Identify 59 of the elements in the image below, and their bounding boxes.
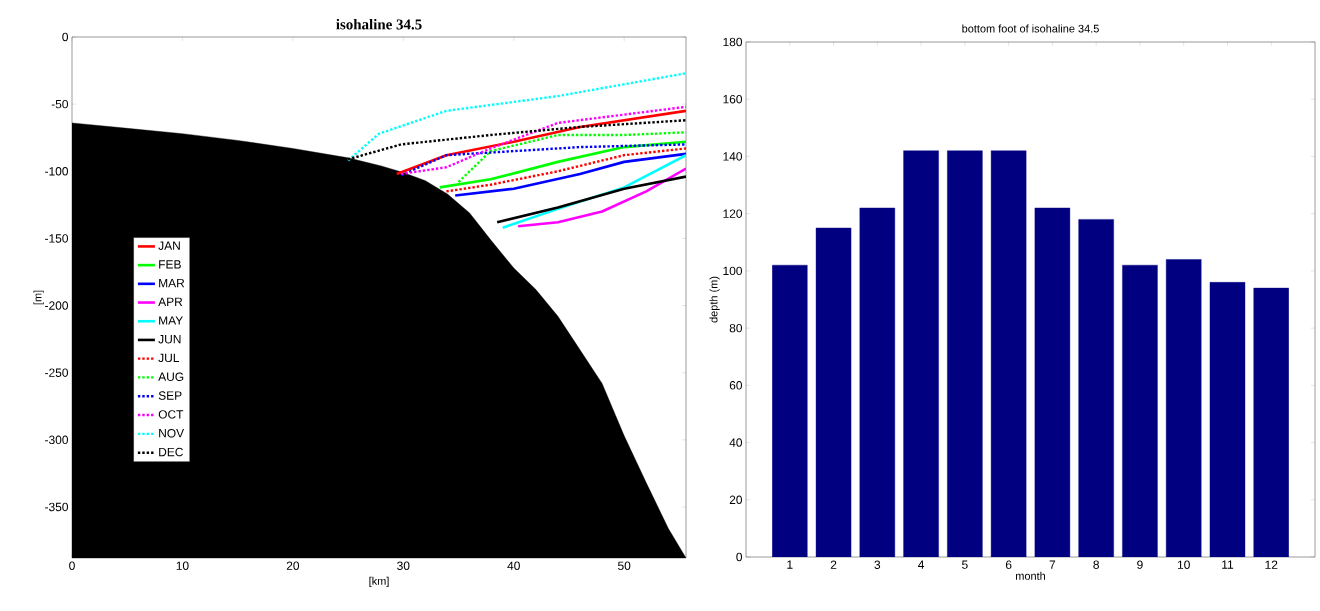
legend-label: MAY — [159, 316, 183, 325]
line-series — [453, 152, 687, 197]
y-tick-label: -300 — [45, 435, 69, 445]
legend-label: APR — [158, 297, 183, 306]
x-tick-label: 20 — [286, 561, 300, 570]
x-axis-title: [km] — [369, 576, 389, 588]
y-tick-label: -350 — [45, 502, 69, 512]
legend-label: MAR — [159, 278, 185, 288]
x-axis-title: month — [1016, 571, 1046, 580]
line-series — [399, 143, 687, 177]
y-tick-label: 60 — [729, 381, 743, 390]
legend-label: SEP — [158, 391, 182, 400]
line-series — [346, 72, 687, 162]
x-tick-label: 8 — [1093, 560, 1099, 569]
legend-label: NOV — [159, 428, 185, 438]
x-tick-label: 6 — [1005, 560, 1012, 569]
legend-label: JUN — [158, 335, 181, 344]
x-tick-label: 11 — [1222, 560, 1234, 569]
chart-title: isohaline 34.5 — [336, 18, 422, 30]
legend-label: FEB — [159, 260, 181, 269]
y-tick-label: 80 — [729, 323, 743, 333]
y-tick-label: -50 — [51, 99, 69, 109]
legend-label: AUG — [158, 372, 184, 381]
y-tick-label: 20 — [729, 495, 743, 504]
x-tick-label: 40 — [507, 561, 520, 570]
y-tick-label: 40 — [729, 438, 743, 447]
y-tick-label: -150 — [45, 234, 69, 243]
x-tick-label: 12 — [1265, 560, 1278, 569]
y-tick-label: -100 — [45, 167, 69, 176]
y-tick-label: 0 — [62, 32, 69, 42]
x-tick-label: 2 — [830, 560, 837, 569]
line-series — [516, 167, 687, 228]
x-tick-label: 0 — [69, 561, 75, 570]
chart-title: bottom foot of isohaline 34.5 — [962, 24, 1099, 33]
y-tick-label: 0 — [736, 552, 743, 562]
y-tick-label: -250 — [45, 368, 69, 377]
y-tick-label: 120 — [723, 209, 743, 218]
legend-label: JAN — [158, 241, 180, 250]
x-tick-label: 1 — [787, 560, 793, 569]
y-axis-title: [m] — [33, 290, 44, 305]
y-tick-label: 160 — [723, 94, 743, 104]
x-tick-label: 3 — [874, 560, 881, 569]
x-tick-label: 9 — [1137, 560, 1143, 569]
line-series — [445, 147, 687, 193]
x-tick-label: 4 — [918, 560, 925, 569]
x-tick-label: 50 — [618, 561, 631, 570]
y-tick-label: 140 — [723, 152, 743, 161]
y-tick-label: -200 — [45, 301, 69, 310]
legend-label: JUL — [158, 353, 180, 363]
y-tick-label: 180 — [723, 37, 743, 47]
y-tick-label: 100 — [723, 266, 743, 276]
x-tick-label: 10 — [1177, 560, 1190, 569]
legend-label: DEC — [159, 447, 183, 457]
x-tick-label: 5 — [962, 560, 968, 569]
legend-label: OCT — [158, 410, 184, 419]
x-tick-label: 30 — [397, 561, 410, 570]
x-tick-label: 10 — [176, 561, 189, 570]
y-axis-title: depth (m) — [709, 276, 720, 323]
x-tick-label: 7 — [1049, 560, 1056, 569]
